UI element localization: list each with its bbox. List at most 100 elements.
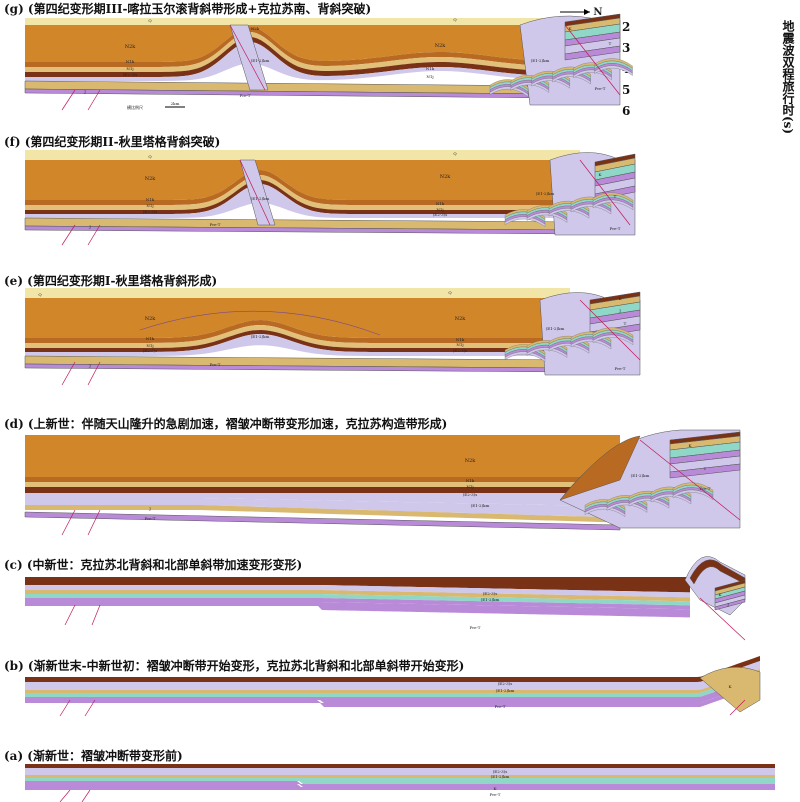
unit-label-E23s: (E2-3)s [463,492,478,497]
imbricate-sheet [504,216,546,227]
layer-T [25,781,775,787]
unit-label-J: J [726,602,729,607]
panel-title-c: (c) (中新世：克拉苏北背斜和北部单斜带加速变形变形) [4,558,303,572]
layer-N1k [25,477,620,482]
unit-label-N2k: N2k [251,26,260,31]
kelasu-uplift [699,667,761,713]
layer-T [25,598,690,610]
horizon-line [139,310,381,336]
unit-label-T: T [704,466,707,471]
unit-label-J: J [88,224,91,229]
unit-label-E12km: (E1-2)km [251,58,270,63]
fault-line [81,789,91,802]
fault-line [87,361,101,386]
panel-title-b: (b) (渐新世末-中新世初：褶皱冲断带开始变形，克拉苏北背斜和北部单斜带开始变… [4,659,465,673]
unit-label-E23s: (E2-3)s [433,212,448,217]
imbricate-sheet [592,334,634,346]
fault-line [87,89,101,111]
imbricate-sheet [489,86,529,97]
fault-line [59,789,71,802]
axis-title: 地震波双程旅行时(s) [781,20,795,135]
monocline-layer [564,45,621,61]
unit-label-J: J [88,363,91,368]
unit-label-PreT: Pre-T [610,226,621,231]
layer-E12km [25,493,620,507]
unit-label-N2k: N2k [455,316,467,322]
layer-N1j [25,175,580,210]
unit-label-E23s: (E2-3)s [483,591,498,596]
unit-label-K: K [689,443,693,448]
unit-label-N2k: N2k [125,44,137,50]
unit-label-N2k: N2k [440,174,452,180]
unit-label-N1k: N1k [426,66,435,71]
layer-N2k [25,25,560,62]
fault-line [639,439,741,521]
unit-label-PreT: Pre-T [470,625,481,630]
unit-label-N2k: N2k [145,176,157,182]
imbricate-sheet [510,82,550,93]
fault-line [579,159,631,226]
axis-tick: 3 [622,41,631,55]
unit-label-Q: Q [448,290,452,295]
imbricate-sheet [594,65,633,76]
panel-title-f: (f) (第四纪变形期II-秋里塔格背斜突破) [4,135,221,149]
layer-J [25,778,775,784]
anticline-breakthrough [229,24,269,91]
fault-line [87,224,101,246]
fault-line [84,699,96,717]
imbricate-sheet [650,493,692,505]
layer-Q [25,150,580,160]
layer-E23s [25,330,570,352]
layer-E12km [25,585,690,598]
unit-label-E12km: (E1-2)km [251,196,270,201]
anticline-breakthrough [239,159,276,226]
imbricate-sheet [548,208,590,219]
unit-label-T: T [624,321,627,326]
unit-label-Q: Q [453,17,457,22]
unit-label-PreT: Pre-T [210,362,221,367]
fault-line [579,299,641,361]
panel-title-d: (d) (上新世：伴随天山隆升的急剧加速，褶皱冲断带变形加速，克拉苏构造带形成) [4,417,448,431]
layer-E23s-lower [25,581,690,593]
layer-E12km [25,661,760,690]
fault-line [59,699,71,717]
unit-label-E12km: (E1-2)km [251,334,270,339]
fault-line [229,24,266,91]
unit-label-PreT: Pre-T [210,222,221,227]
layer-K [25,505,620,523]
layer-E23s [25,487,620,493]
unit-label-E23s: (E2-3)s [498,681,513,686]
unit-label-PreT: Pre-T [700,486,711,491]
unit-label-K: K [569,26,573,31]
unit-label-N2k: N2k [465,458,477,464]
fault-line [61,224,76,246]
layer-T-lower [25,682,760,707]
unit-label-E23s: (E2-3)s [123,72,138,77]
unit-label-N1k: N1k [436,201,445,206]
imbricate-sheet [526,347,568,358]
unit-label-N1j: N1j [126,66,133,71]
imbricate-sheet [672,489,714,501]
layer-N1j [25,482,620,487]
layer-K [25,590,690,602]
unit-label-Q: Q [38,292,42,297]
unit-label-T: T [609,41,612,46]
unit-label-E12km: (E1-2)km [546,326,565,331]
unit-label-PreT: Pre-T [495,704,506,709]
unit-label-N1k: N1k [456,337,465,342]
layer-T-lower [25,784,775,790]
unit-label-PreT: Pre-T [615,366,626,371]
wedge-cap [559,435,641,501]
unit-label-Q: Q [148,154,152,159]
fault-line [61,361,76,386]
imbricate-sheet [504,351,546,362]
unit-label-E23s: (E2-3)s [493,769,508,774]
layer-E12km [25,768,775,772]
unit-label-K: K [729,684,733,689]
unit-label-K: K [719,592,723,597]
unit-label-N1k: N1k [126,59,135,64]
imbricate-sheet [570,338,612,350]
unit-label-J: J [83,89,86,94]
layer-N1j [25,325,570,348]
